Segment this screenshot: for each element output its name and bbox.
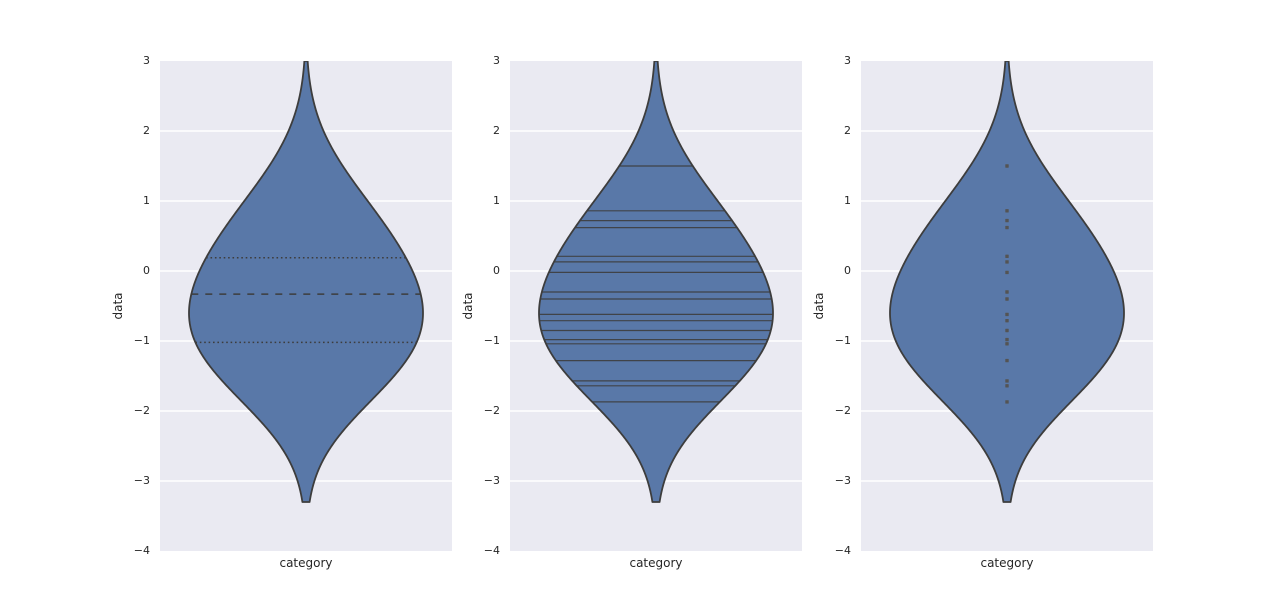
y-tick-label: −2: [133, 404, 150, 417]
violin-body: [889, 61, 1125, 503]
y-tick-label: 1: [493, 194, 500, 207]
y-tick-label: −3: [834, 474, 851, 487]
x-axis-label: category: [279, 556, 333, 570]
x-axis-label: category: [980, 556, 1034, 570]
y-axis-label: data: [812, 292, 826, 320]
y-tick-label: −1: [834, 334, 851, 347]
y-tick-label: −2: [834, 404, 851, 417]
y-tick-label: 3: [844, 54, 851, 67]
y-tick-label: −4: [483, 544, 500, 557]
data-point: [1005, 218, 1009, 223]
y-tick-label: 2: [143, 124, 150, 137]
violin-svg-quartile: [160, 61, 452, 503]
data-point: [1005, 312, 1009, 317]
y-tick-label: −4: [834, 544, 851, 557]
y-tick-label: 0: [844, 264, 851, 277]
y-tick-label: −3: [133, 474, 150, 487]
y-axis-label: data: [461, 292, 475, 320]
violin-body: [188, 61, 424, 503]
data-point: [1005, 319, 1009, 323]
data-point: [1005, 384, 1009, 388]
data-point: [1005, 337, 1009, 342]
y-tick-label: 0: [143, 264, 150, 277]
y-tick-label: 2: [844, 124, 851, 137]
violin-body: [538, 61, 774, 503]
y-tick-label: 1: [844, 194, 851, 207]
data-point: [1005, 379, 1009, 383]
data-point: [1005, 297, 1009, 301]
data-point: [1005, 270, 1009, 275]
axes-panel-stick: [510, 61, 802, 551]
y-tick-label: 3: [143, 54, 150, 67]
y-tick-label: −2: [483, 404, 500, 417]
y-tick-label: 2: [493, 124, 500, 137]
data-point: [1005, 225, 1009, 230]
data-point: [1005, 328, 1009, 333]
data-point: [1005, 164, 1009, 168]
y-tick-label: 0: [493, 264, 500, 277]
axes-panel-quartile: [160, 61, 452, 551]
y-tick-label: −1: [133, 334, 150, 347]
violin-svg-stick: [510, 61, 802, 503]
y-tick-label: 1: [143, 194, 150, 207]
data-point: [1005, 400, 1009, 404]
y-tick-label: −1: [483, 334, 500, 347]
y-axis-label: data: [111, 292, 125, 320]
data-point: [1005, 260, 1009, 264]
x-axis-label: category: [629, 556, 683, 570]
axes-panel-point: [861, 61, 1153, 551]
y-tick-label: −4: [133, 544, 150, 557]
data-point: [1005, 290, 1009, 294]
violin-svg-point: [861, 61, 1153, 503]
data-point: [1005, 358, 1009, 363]
y-tick-label: −3: [483, 474, 500, 487]
data-point: [1005, 254, 1009, 258]
data-point: [1005, 342, 1009, 346]
y-tick-label: 3: [493, 54, 500, 67]
data-point: [1005, 209, 1009, 213]
